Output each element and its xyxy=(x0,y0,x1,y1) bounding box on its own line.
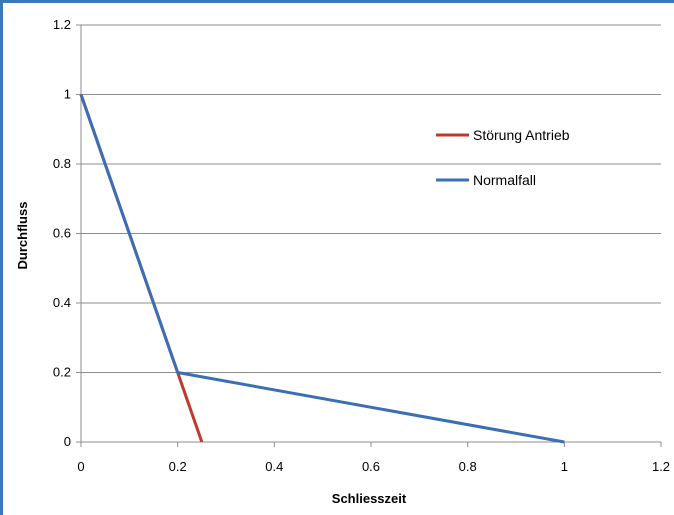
x-tick-label: 0.8 xyxy=(459,459,477,474)
series-lines xyxy=(79,94,565,444)
legend-label: Normalfall xyxy=(473,172,536,188)
legend-label: Störung Antrieb xyxy=(473,127,570,143)
x-tick-label: 0.4 xyxy=(265,459,283,474)
line-chart: 0 0.2 0.4 0.6 0.8 1 1.2 0 0.2 0.4 0.6 0.8 1 1.2 Störu… xyxy=(15,17,670,506)
series-line-normalfall xyxy=(79,94,565,444)
x-tick-label: 1.2 xyxy=(652,459,670,474)
y-tick-label: 0.8 xyxy=(53,156,71,171)
y-tick-label: 0.6 xyxy=(53,226,71,241)
grid-lines xyxy=(81,24,661,373)
x-axis-title: Schliesszeit xyxy=(332,491,407,506)
tick-labels: 0 0.2 0.4 0.6 0.8 1 1.2 0 0.2 0.4 0.6 0.8 1 1.2 xyxy=(53,17,670,474)
y-tick-label: 0.4 xyxy=(53,295,71,310)
y-tick-label: 1.2 xyxy=(53,17,71,32)
axes xyxy=(76,24,662,447)
y-tick-label: 0 xyxy=(64,434,71,449)
y-axis-title: Durchfluss xyxy=(15,202,30,270)
y-tick-label: 1 xyxy=(64,87,71,102)
x-tick-label: 0.2 xyxy=(169,459,187,474)
y-tick-label: 0.2 xyxy=(53,365,71,380)
legend: Störung Antrieb Normalfall xyxy=(436,127,570,188)
x-tick-label: 1 xyxy=(561,459,568,474)
x-tick-label: 0 xyxy=(77,459,84,474)
x-tick-label: 0.6 xyxy=(362,459,380,474)
